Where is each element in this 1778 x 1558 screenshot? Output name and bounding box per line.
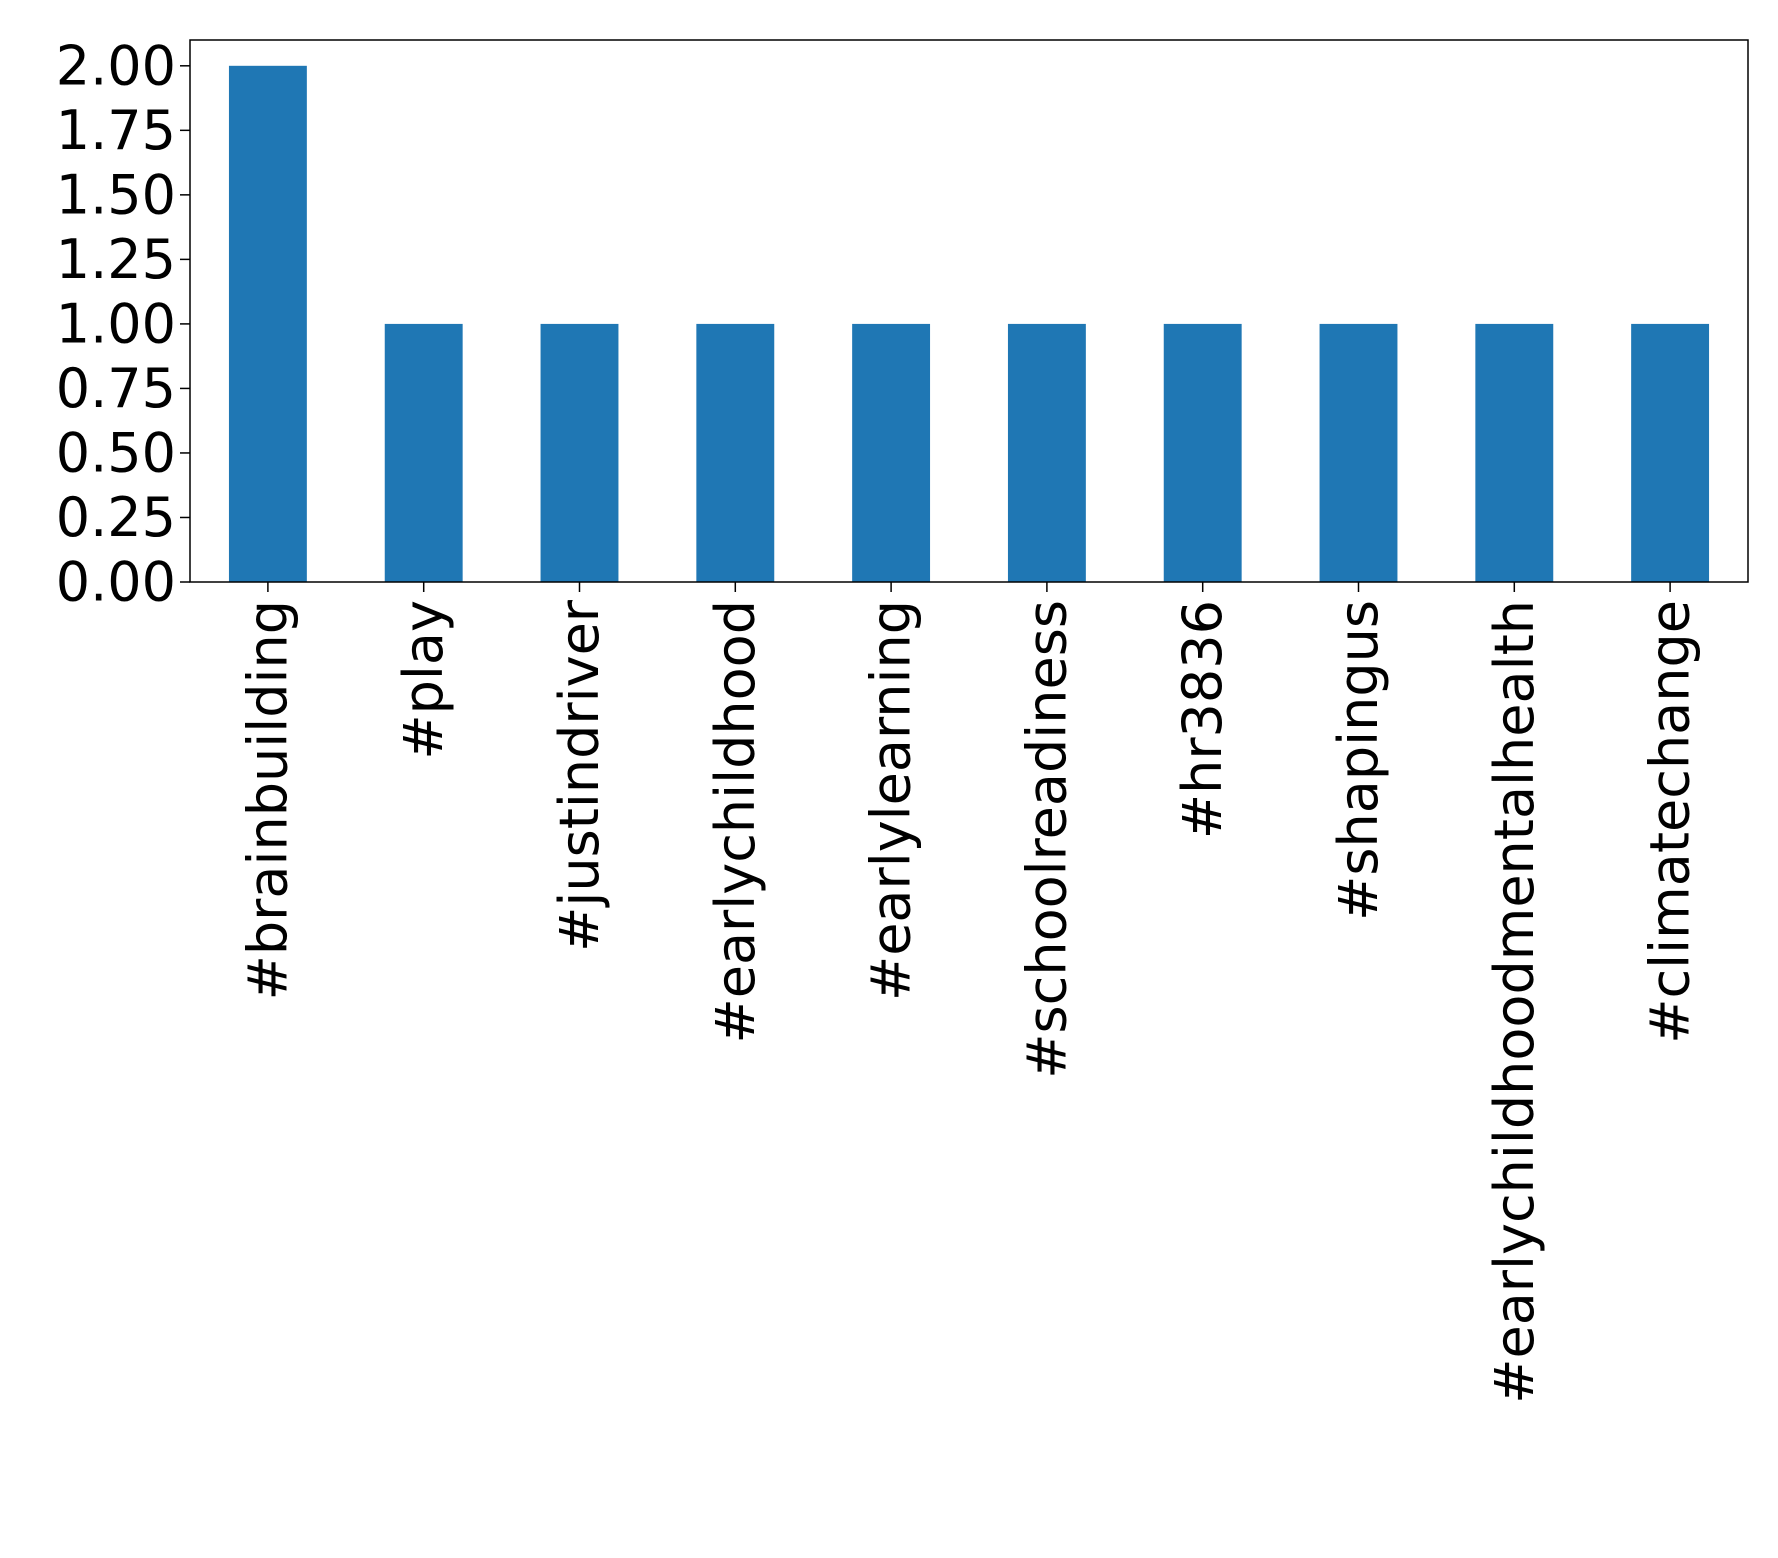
axes-frame: [189, 39, 1749, 583]
bar-shapingus: [1319, 323, 1398, 582]
y-axis: 0.000.250.500.751.001.251.501.752.00: [56, 34, 190, 614]
x-tick-label: #earlychildhoodmentalhealth: [1483, 600, 1546, 1404]
y-tick-label: 1.50: [56, 163, 176, 226]
y-tick-label: 1.75: [56, 99, 176, 162]
x-tick-label: #play: [392, 600, 455, 760]
y-tick-label: 0.00: [56, 551, 176, 614]
x-tick-label: #earlychildhood: [704, 600, 767, 1043]
x-tick-label: #earlylearning: [860, 600, 923, 1001]
bar-hr3836: [1163, 323, 1242, 582]
y-tick-label: 2.00: [56, 34, 176, 97]
x-tick-label: #schoolreadiness: [1015, 600, 1078, 1079]
bar-earlylearning: [852, 323, 931, 582]
bar-brainbuilding: [228, 65, 307, 583]
x-tick-label: #hr3836: [1171, 600, 1234, 839]
x-tick-label: #justindriver: [548, 599, 611, 952]
x-tick-label: #shapingus: [1327, 600, 1390, 921]
y-tick-label: 1.25: [56, 228, 176, 291]
x-axis: #brainbuilding #play #justindriver #earlych…: [236, 582, 1702, 1404]
bar-schoolreadiness: [1007, 323, 1086, 582]
y-tick-label: 1.00: [56, 292, 176, 355]
bar-earlychildhoodmentalhealth: [1475, 323, 1554, 582]
y-tick-label: 0.75: [56, 357, 176, 420]
bars-layer: [228, 65, 1710, 583]
bar-climatechange: [1631, 323, 1710, 582]
y-tick-label: 0.50: [56, 421, 176, 484]
x-tick-label: #brainbuilding: [236, 600, 299, 1000]
bar-play: [384, 323, 463, 582]
y-tick-label: 0.25: [56, 486, 176, 549]
bar-earlychildhood: [696, 323, 775, 582]
bar-justindriver: [540, 323, 619, 582]
x-tick-label: #climatechange: [1639, 600, 1702, 1044]
